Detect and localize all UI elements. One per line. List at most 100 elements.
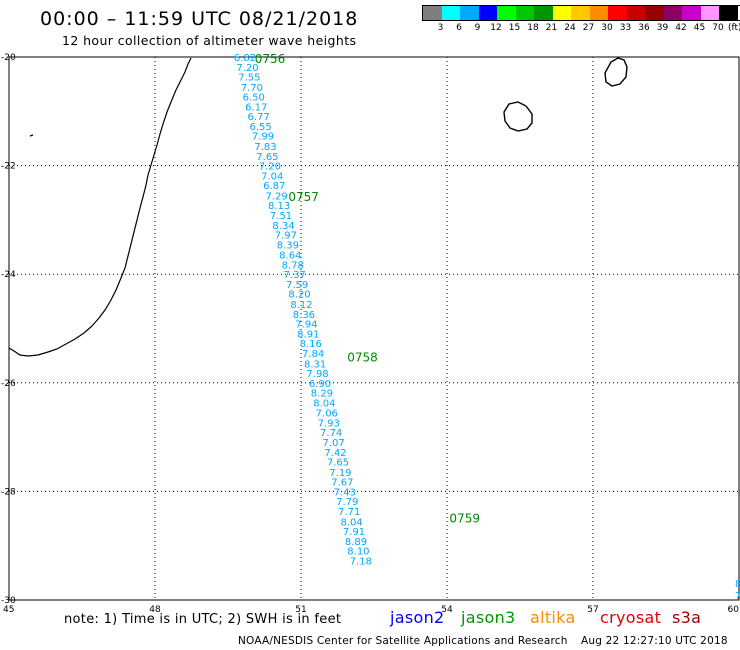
lon-tick-label: 60 — [728, 605, 740, 615]
page-subtitle: 12 hour collection of altimeter wave hei… — [62, 33, 357, 48]
madagascar-coastline — [8, 57, 192, 357]
swh-value: 7.74 — [320, 428, 342, 439]
time-label: 0757 — [288, 190, 319, 204]
time-label: 0756 — [255, 52, 286, 66]
legend-swatch — [589, 6, 608, 20]
swh-value: 8.04 — [340, 517, 362, 528]
swh-value: 8.12 — [290, 300, 312, 311]
legend-label: 70 — [712, 23, 724, 33]
swh-value: 6.87 — [263, 181, 285, 192]
satellite-cryosat: cryosat — [600, 608, 662, 627]
legend-label: 33 — [619, 23, 632, 33]
legend-swatch — [608, 6, 627, 20]
credit-line: NOAA/NESDIS Center for Satellite Applica… — [238, 635, 568, 647]
lat-tick-label: -30 — [1, 596, 16, 606]
legend-label: 27 — [582, 23, 595, 33]
swh-value: 7.37 — [284, 270, 306, 281]
legend-swatch — [534, 6, 553, 20]
timestamp: Aug 22 12:27:10 UTC 2018 — [581, 635, 728, 647]
swh-value: 6.82 — [234, 53, 256, 64]
swh-value: 7.83 — [254, 142, 276, 153]
lon-tick-label: 45 — [3, 605, 14, 615]
swh-value: 8.36 — [293, 310, 315, 321]
legend-label: 12 — [490, 23, 502, 33]
legend-swatches — [422, 5, 740, 21]
swh-value: 7.97 — [275, 231, 297, 242]
edge-value: 7 — [735, 591, 740, 602]
satellite-s3a: s3a — [672, 608, 702, 627]
lon-tick-label: 54 — [441, 605, 453, 615]
swh-value: 7.29 — [266, 191, 288, 202]
swh-value: 6.90 — [309, 379, 331, 390]
swh-value: 7.06 — [316, 409, 338, 420]
legend-swatch — [719, 6, 738, 20]
satellite-altika: altika — [530, 608, 576, 627]
legend-label: 21 — [545, 23, 558, 33]
legend-label: 42 — [675, 23, 687, 33]
swh-value: 7.93 — [318, 418, 340, 429]
lat-tick-label: -28 — [1, 487, 16, 497]
legend-label: 45 — [693, 23, 706, 33]
swh-value: 7.71 — [338, 507, 360, 518]
swh-value: 7.51 — [270, 211, 292, 222]
swh-value: 7.98 — [306, 369, 328, 380]
swh-value: 8.91 — [297, 329, 319, 340]
satellite-jason2: jason2 — [390, 608, 445, 627]
legend-label: 30 — [601, 23, 613, 33]
swh-value: 8.34 — [272, 221, 294, 232]
lat-tick-label: -22 — [1, 162, 16, 172]
legend-swatch — [571, 6, 590, 20]
legend-label: 3 — [437, 23, 444, 33]
swh-value: 7.20 — [236, 63, 258, 74]
legend-swatch — [663, 6, 682, 20]
legend-swatch — [700, 6, 719, 20]
legend-swatch — [441, 6, 460, 20]
swh-value: 8.29 — [311, 389, 333, 400]
legend-label: 36 — [638, 23, 650, 33]
mauritius-island — [604, 57, 628, 87]
footer-note: note: 1) Time is in UTC; 2) SWH is in fe… — [64, 612, 342, 627]
legend-label: 18 — [527, 23, 539, 33]
swh-value: 7.43 — [334, 487, 356, 498]
swh-value: 7.84 — [302, 349, 324, 360]
legend-swatch — [497, 6, 516, 20]
swh-value: 7.19 — [329, 468, 351, 479]
swh-value: 7.91 — [343, 527, 365, 538]
legend-swatch — [515, 6, 534, 20]
small-islet — [29, 134, 34, 137]
swh-value: 7.55 — [238, 73, 260, 84]
swh-value: 6.17 — [245, 102, 267, 113]
swh-value: 7.18 — [350, 556, 372, 567]
swh-value: 7.07 — [322, 438, 344, 449]
legend-unit: (ft) — [728, 23, 740, 33]
lat-tick-label: -20 — [1, 53, 16, 63]
swh-value: 7.70 — [241, 83, 263, 94]
altimeter-track: 6.827.207.557.706.506.176.776.557.997.83… — [234, 53, 372, 567]
lon-tick-label: 57 — [587, 605, 598, 615]
legend-swatch — [460, 6, 479, 20]
swh-value: 8.31 — [304, 359, 326, 370]
swh-value: 8.10 — [347, 547, 369, 558]
swh-value: 6.50 — [243, 93, 265, 104]
lat-tick-label: -24 — [1, 270, 16, 280]
page-title: 00:00 – 11:59 UTC 08/21/2018 — [40, 8, 359, 30]
swh-value: 7.65 — [256, 152, 278, 163]
swh-value: 8.78 — [282, 260, 304, 271]
satellite-jason3: jason3 — [461, 608, 516, 627]
legend-label: 9 — [474, 23, 481, 33]
lon-tick-label: 48 — [149, 605, 161, 615]
edge-values: 87 — [735, 579, 740, 602]
swh-value: 7.67 — [331, 478, 353, 489]
legend-swatch — [645, 6, 664, 20]
legend-label: 24 — [564, 23, 576, 33]
swh-value: 8.13 — [268, 201, 290, 212]
map-frame — [8, 56, 740, 601]
legend-swatch — [423, 6, 442, 20]
swh-value: 7.65 — [327, 458, 349, 469]
lat-tick-label: -26 — [1, 379, 16, 389]
legend-swatch — [626, 6, 645, 20]
swh-value: 8.04 — [313, 398, 335, 409]
swh-value: 8.39 — [277, 240, 299, 251]
